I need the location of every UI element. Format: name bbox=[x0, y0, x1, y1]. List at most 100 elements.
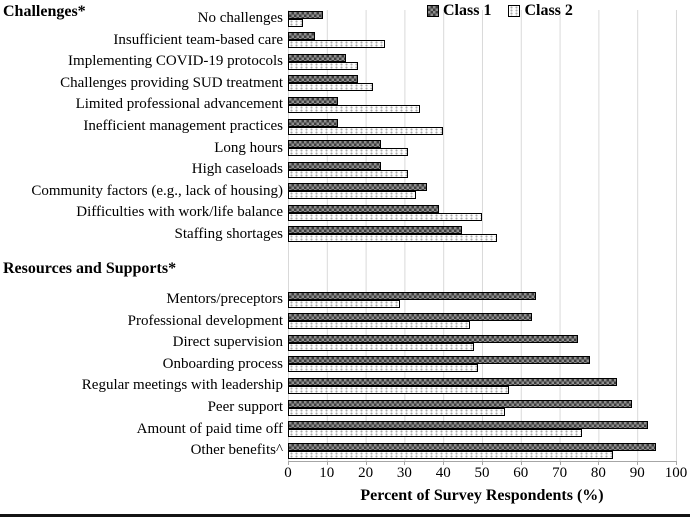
legend-swatch-class-2 bbox=[508, 5, 521, 17]
x-axis-title: Percent of Survey Respondents (%) bbox=[360, 487, 604, 504]
bar-row: Mentors/preceptors bbox=[0, 289, 690, 311]
bar-class-1 bbox=[288, 118, 339, 127]
bar-group bbox=[288, 421, 675, 438]
bar-class-2 bbox=[288, 299, 401, 308]
bar-class-1 bbox=[288, 183, 428, 192]
bar-group bbox=[288, 204, 675, 221]
bar-class-1 bbox=[288, 204, 439, 213]
bar-group bbox=[288, 53, 675, 70]
category-label: Mentors/preceptors bbox=[166, 291, 283, 308]
bar-group bbox=[288, 75, 675, 92]
bar-row: Regular meetings with leadership bbox=[0, 375, 690, 397]
x-tick-label: 0 bbox=[284, 465, 292, 481]
x-tick-label: 60 bbox=[513, 465, 529, 481]
bar-row: Other benefits^ bbox=[0, 440, 690, 462]
bar-group bbox=[288, 96, 675, 113]
bar-class-1 bbox=[288, 334, 579, 343]
category-label: Inefficient management practices bbox=[83, 118, 283, 134]
bar-group bbox=[288, 377, 675, 394]
x-tick-label: 20 bbox=[358, 465, 374, 481]
bar-row: Insufficient team-based care bbox=[0, 30, 690, 52]
bar-row: Onboarding process bbox=[0, 354, 690, 376]
x-tick-mark bbox=[443, 461, 445, 465]
bar-class-2 bbox=[288, 126, 443, 135]
category-label: Long hours bbox=[214, 139, 283, 156]
x-tick-label: 30 bbox=[396, 465, 412, 481]
x-tick-label: 100 bbox=[664, 465, 688, 481]
bar-group bbox=[288, 442, 675, 459]
bar-class-1 bbox=[288, 75, 358, 84]
x-tick-mark bbox=[404, 461, 406, 465]
legend: Class 1 Class 2 bbox=[427, 2, 573, 20]
x-tick-label: 70 bbox=[552, 465, 568, 481]
x-tick-mark bbox=[482, 461, 483, 465]
category-label: Professional development bbox=[127, 312, 283, 329]
category-label: Amount of paid time off bbox=[136, 420, 283, 437]
bar-row: Peer support bbox=[0, 397, 690, 419]
bar-row: Difficulties with work/life balance bbox=[0, 202, 690, 224]
x-tick-mark bbox=[676, 461, 677, 465]
x-tick-mark bbox=[559, 461, 561, 465]
bar-group bbox=[288, 118, 675, 135]
bar-row: Long hours bbox=[0, 137, 690, 159]
x-tick-mark bbox=[637, 461, 639, 465]
category-label: Limited professional advancement bbox=[75, 96, 283, 113]
bar-row: Limited professional advancement bbox=[0, 94, 690, 116]
section-title-challenges: Challenges* bbox=[3, 3, 86, 20]
category-label: Implementing COVID-19 protocols bbox=[68, 53, 283, 70]
bar-group bbox=[288, 334, 675, 351]
bar-class-2 bbox=[288, 40, 385, 49]
bar-class-2 bbox=[288, 342, 474, 351]
bar-class-2 bbox=[288, 321, 470, 330]
category-label: Challenges providing SUD treatment bbox=[60, 74, 283, 91]
bar-class-2 bbox=[288, 18, 304, 27]
figure-bottom-border bbox=[0, 514, 690, 517]
bar-class-2 bbox=[288, 83, 374, 92]
x-tick-mark bbox=[288, 461, 289, 465]
bar-class-1 bbox=[288, 421, 648, 430]
bar-class-1 bbox=[288, 96, 339, 105]
bar-class-1 bbox=[288, 140, 381, 149]
bar-class-1 bbox=[288, 442, 656, 451]
bar-class-1 bbox=[288, 32, 316, 41]
bar-row: Professional development bbox=[0, 311, 690, 333]
bar-class-2 bbox=[288, 212, 482, 221]
section-title-resources-and-supports: Resources and Supports* bbox=[3, 260, 177, 277]
x-tick-label: 80 bbox=[590, 465, 606, 481]
bar-group bbox=[288, 291, 675, 308]
bar-group bbox=[288, 161, 675, 178]
bar-class-1 bbox=[288, 226, 463, 235]
bar-row: No challenges bbox=[0, 8, 690, 30]
bar-class-2 bbox=[288, 191, 416, 200]
bar-row: Challenges providing SUD treatment bbox=[0, 73, 690, 95]
bar-class-1 bbox=[288, 10, 323, 19]
bar-group bbox=[288, 140, 675, 157]
category-label: Peer support bbox=[207, 399, 283, 416]
bar-class-2 bbox=[288, 234, 497, 243]
x-axis-ticks: 0 10 20 30 40 50 60 70 80 90 100 bbox=[284, 461, 687, 481]
bar-group bbox=[288, 226, 675, 243]
legend-label-class-1: Class 1 bbox=[443, 2, 492, 19]
bar-class-2 bbox=[288, 364, 478, 373]
legend-item-1: Class 1 bbox=[427, 2, 491, 20]
bar-group bbox=[288, 399, 675, 416]
x-tick-label: 10 bbox=[319, 465, 335, 481]
x-tick-label: 90 bbox=[629, 465, 645, 481]
category-label: Difficulties with work/life balance bbox=[76, 204, 283, 221]
x-tick-mark bbox=[598, 461, 600, 465]
category-label: Regular meetings with leadership bbox=[81, 377, 283, 394]
bar-class-1 bbox=[288, 161, 381, 170]
bar-row: High caseloads bbox=[0, 159, 690, 181]
category-label: No challenges bbox=[197, 10, 283, 27]
bar-class-1 bbox=[288, 377, 617, 386]
category-label: Other benefits^ bbox=[190, 442, 283, 459]
legend-label-class-2: Class 2 bbox=[524, 2, 573, 19]
bar-row: Community factors (e.g., lack of housing… bbox=[0, 180, 690, 202]
bar-row: Inefficient management practices bbox=[0, 116, 690, 138]
category-label: High caseloads bbox=[191, 161, 283, 178]
bar-class-1 bbox=[288, 291, 536, 300]
bar-row: Amount of paid time off bbox=[0, 418, 690, 440]
bar-group bbox=[288, 313, 675, 330]
bar-group bbox=[288, 183, 675, 200]
